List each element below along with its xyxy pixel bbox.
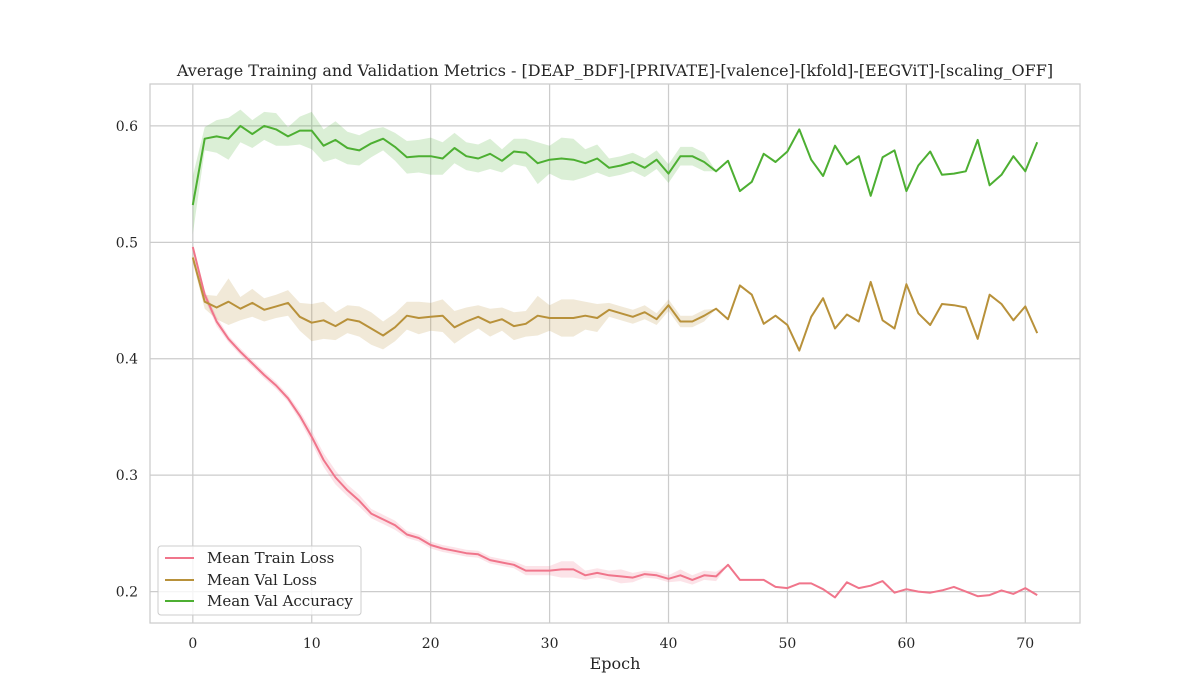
mean-val-loss-band xyxy=(192,252,1038,351)
y-tick-label: 0.3 xyxy=(116,468,138,484)
x-tick-label: 10 xyxy=(303,636,321,652)
x-tick-label: 20 xyxy=(422,636,440,652)
y-tick-label: 0.5 xyxy=(116,235,138,251)
x-tick-label: 30 xyxy=(541,636,559,652)
mean-train-loss-line xyxy=(191,246,1038,599)
y-tick-labels: 0.2 0.3 0.4 0.5 0.6 xyxy=(116,119,138,601)
confidence-bands xyxy=(192,109,1038,598)
x-tick-label: 60 xyxy=(897,636,915,652)
legend: Mean Train Loss Mean Val Loss Mean Val A… xyxy=(157,545,362,616)
mean-val-loss-line xyxy=(191,257,1039,352)
x-tick-label: 70 xyxy=(1016,636,1034,652)
mean-val-accuracy-band xyxy=(192,109,1038,235)
grid xyxy=(150,84,1080,623)
mean-train-loss-band xyxy=(192,244,1038,598)
chart-title: Average Training and Validation Metrics … xyxy=(176,61,1053,80)
legend-label-train-loss: Mean Train Loss xyxy=(207,549,334,567)
x-tick-label: 40 xyxy=(660,636,678,652)
y-tick-label: 0.6 xyxy=(116,119,138,135)
plot-frame xyxy=(149,83,1081,624)
x-tick-label: 0 xyxy=(188,636,197,652)
x-tick-labels: 0 10 20 30 40 50 60 70 xyxy=(188,636,1034,652)
mean-val-accuracy-line xyxy=(191,124,1039,206)
x-tick-label: 50 xyxy=(779,636,797,652)
legend-label-val-accuracy: Mean Val Accuracy xyxy=(207,592,353,610)
y-tick-label: 0.4 xyxy=(116,352,138,368)
legend-label-val-loss: Mean Val Loss xyxy=(207,571,317,589)
y-tick-label: 0.2 xyxy=(116,585,138,601)
series-lines xyxy=(191,124,1039,599)
x-axis-label: Epoch xyxy=(590,654,641,673)
legend-box xyxy=(157,545,362,616)
